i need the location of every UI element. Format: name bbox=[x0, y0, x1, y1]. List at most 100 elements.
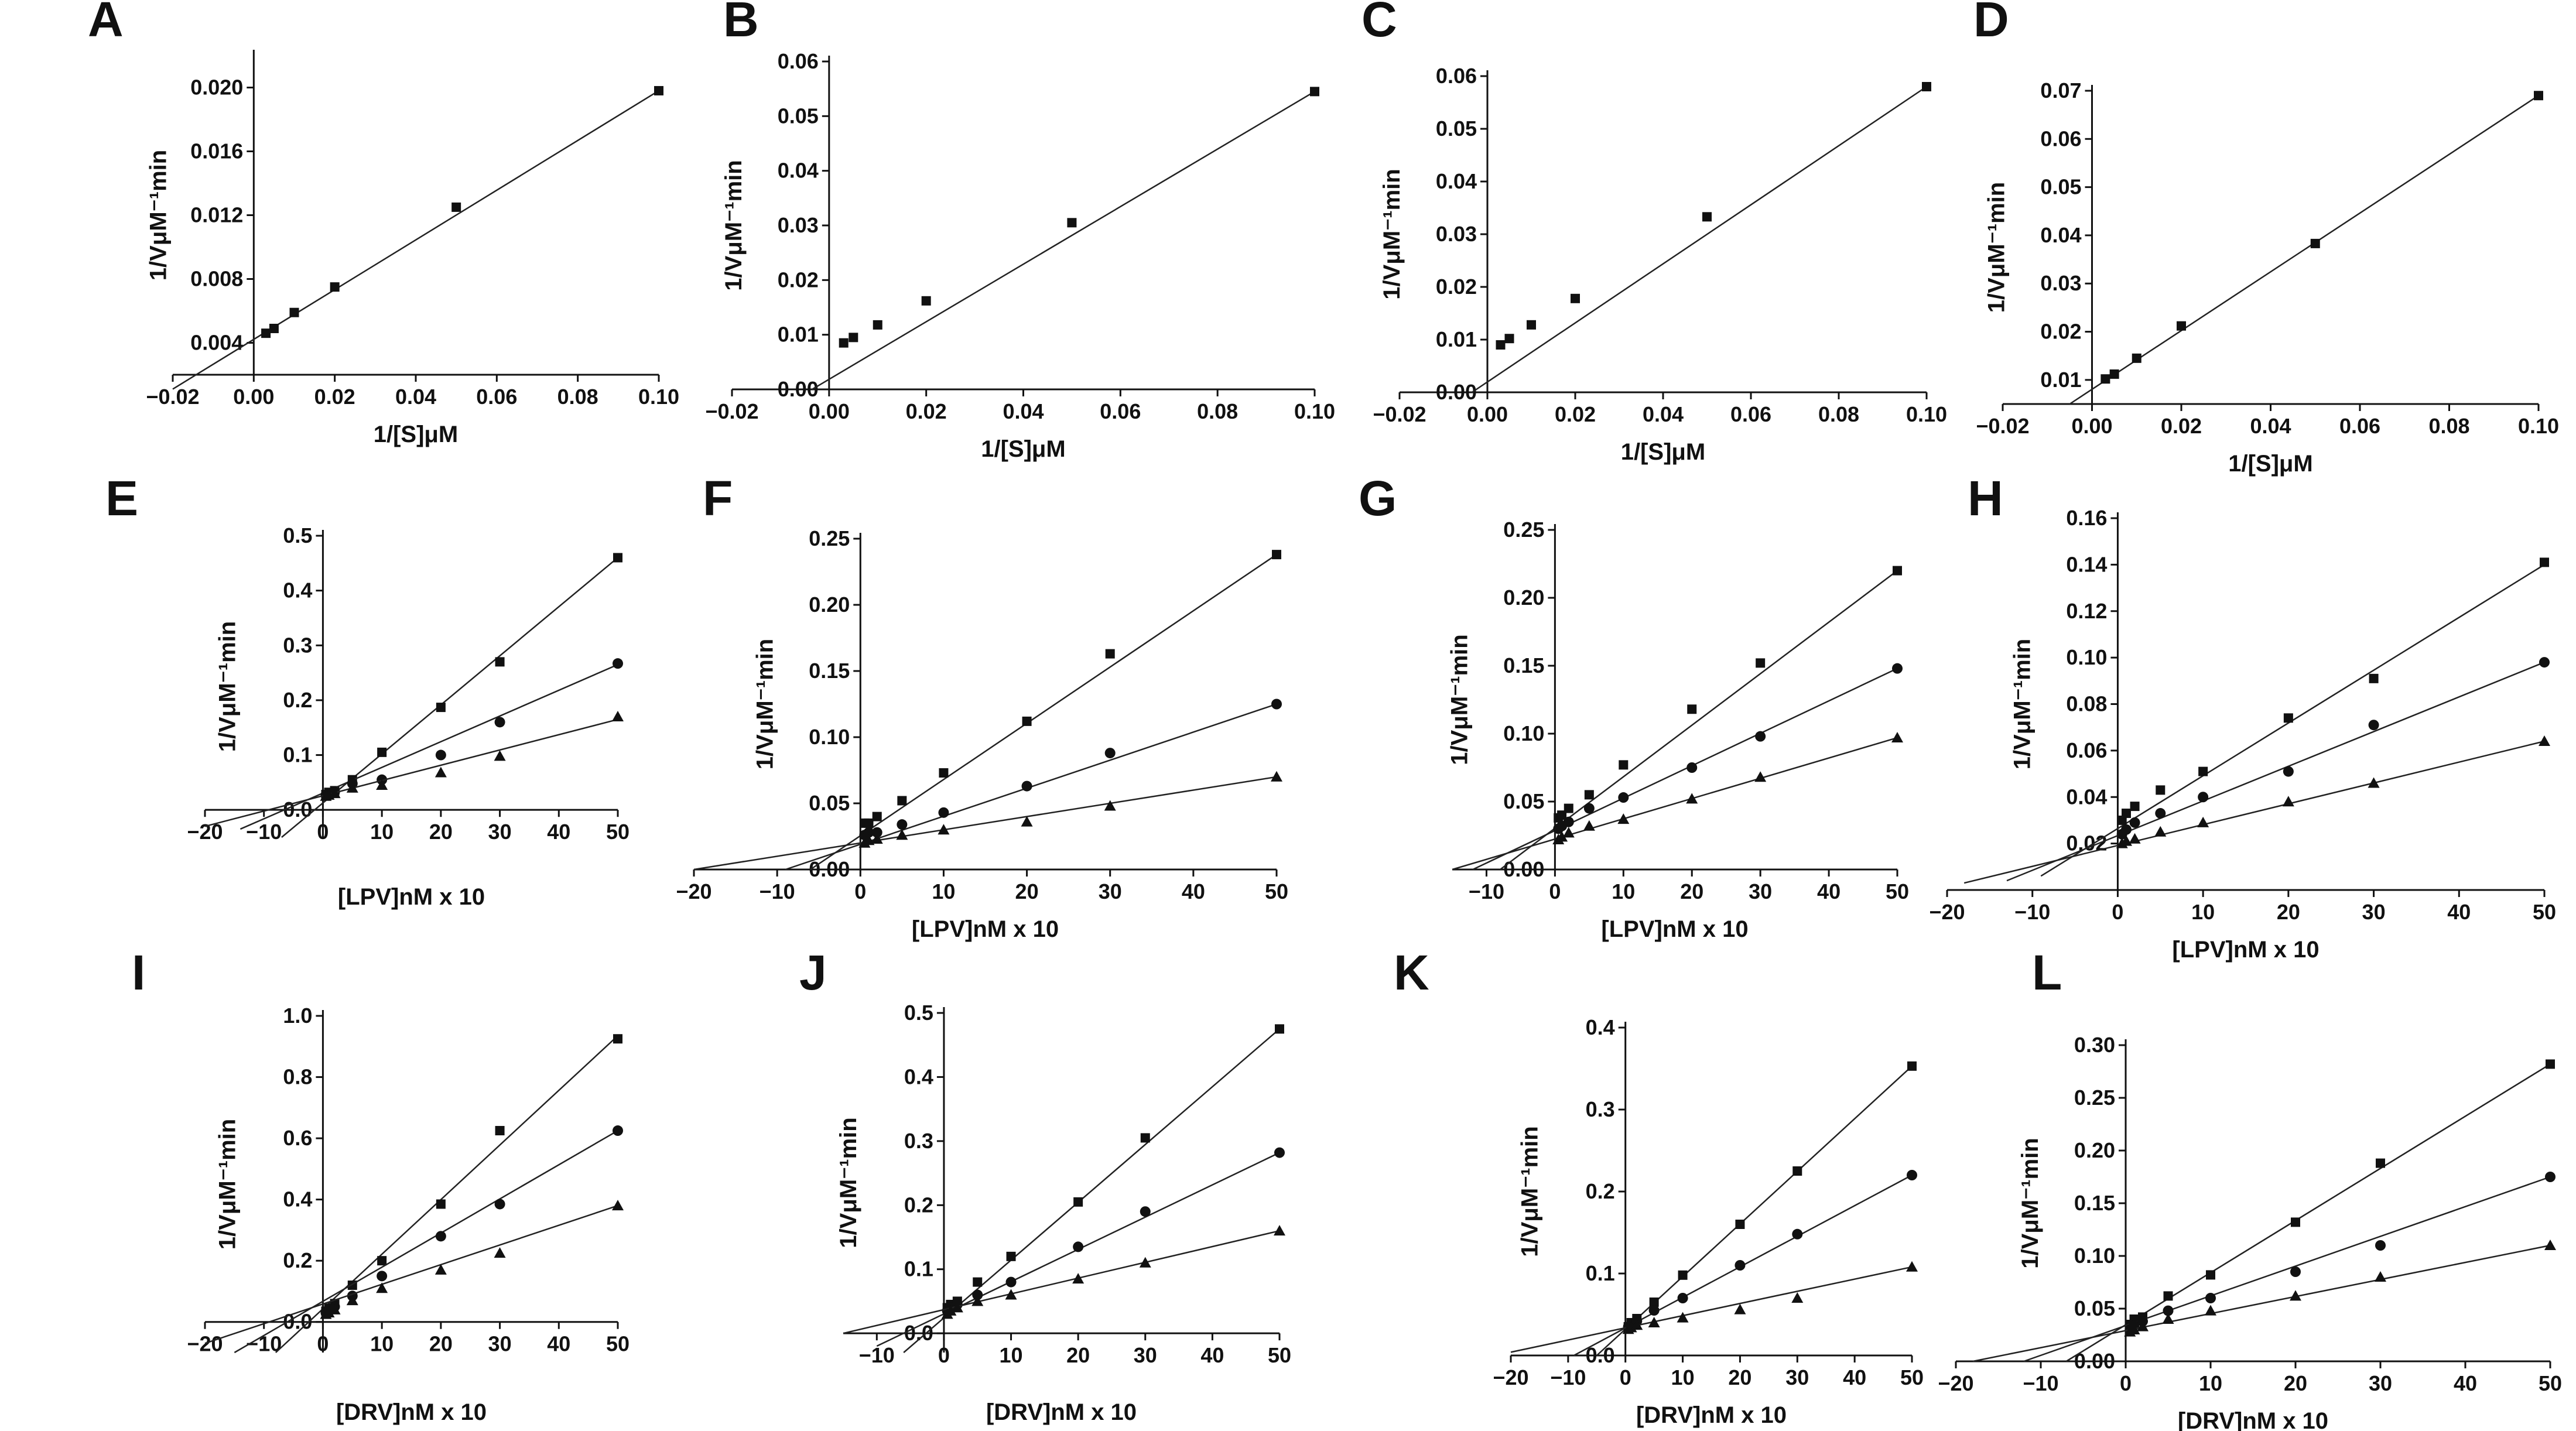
y-axis-title: 1/VμM⁻¹min bbox=[2017, 1138, 2043, 1268]
x-axis-title: [DRV]nM x 10 bbox=[336, 1399, 487, 1425]
x-axis-title: [LPV]nM x 10 bbox=[1601, 916, 1748, 942]
y-tick-label: 0.04 bbox=[2066, 785, 2107, 809]
data-point-circle bbox=[435, 1231, 446, 1242]
y-tick-label: 0.1 bbox=[1586, 1261, 1615, 1285]
y-tick-label: 0.02 bbox=[2040, 320, 2081, 344]
y-tick-label: 0.20 bbox=[2074, 1138, 2115, 1162]
data-point-triangle bbox=[1906, 1261, 1918, 1272]
x-tick-label: 0.04 bbox=[2250, 414, 2291, 438]
x-tick-label: −20 bbox=[676, 879, 711, 903]
y-tick-label: 0.4 bbox=[283, 578, 312, 602]
x-tick-label: 0 bbox=[317, 1332, 329, 1356]
data-point-square bbox=[1584, 790, 1594, 800]
data-point-circle bbox=[1735, 1260, 1746, 1271]
data-point-triangle bbox=[2197, 816, 2209, 827]
data-point-square bbox=[269, 323, 279, 333]
data-point-circle bbox=[1583, 803, 1595, 814]
y-tick-label: 0.05 bbox=[778, 104, 819, 128]
x-tick-label: 10 bbox=[2199, 1371, 2222, 1395]
panel-letter: I bbox=[132, 945, 145, 1000]
data-point-circle bbox=[1892, 663, 1903, 674]
panel-c: C −0.02 0.00 0.02 0.04 0.06 0.08 0.10 0.00 0.01 0.… bbox=[1361, 0, 1947, 465]
data-point-square bbox=[1571, 293, 1580, 303]
x-tick-label: 20 bbox=[429, 820, 453, 844]
data-point-circle bbox=[1686, 762, 1698, 773]
data-point-circle bbox=[2155, 808, 2166, 819]
x-tick-label: −10 bbox=[1469, 879, 1504, 903]
y-tick-label: 0.25 bbox=[1503, 518, 1544, 542]
x-tick-label: 0.08 bbox=[557, 385, 598, 409]
x-tick-label: −10 bbox=[1550, 1365, 1586, 1389]
fit-line-square bbox=[172, 90, 659, 390]
data-point-circle bbox=[972, 1289, 983, 1300]
x-tick-label: 0.00 bbox=[233, 385, 274, 409]
x-tick-label: −10 bbox=[2014, 900, 2050, 924]
data-point-square bbox=[872, 812, 882, 821]
panel-letter: A bbox=[88, 0, 124, 47]
data-point-square bbox=[1272, 550, 1281, 560]
y-tick-label: 0.4 bbox=[283, 1187, 312, 1211]
x-axis-title: 1/[S]μM bbox=[2228, 451, 2312, 477]
x-tick-label: 50 bbox=[606, 1332, 630, 1356]
data-point-triangle bbox=[1791, 1292, 1804, 1303]
y-tick-label: 0.01 bbox=[778, 323, 819, 347]
data-point-circle bbox=[2375, 1240, 2386, 1251]
y-tick-label: 0.02 bbox=[1436, 275, 1477, 299]
data-point-circle bbox=[2129, 817, 2140, 828]
data-point-circle bbox=[613, 1125, 623, 1136]
y-axis-title: 1/VμM⁻¹min bbox=[1517, 1126, 1543, 1257]
panel-letter: G bbox=[1359, 471, 1397, 526]
x-tick-label: 20 bbox=[1015, 879, 1039, 903]
x-tick-label: 40 bbox=[547, 1332, 570, 1356]
data-point-triangle bbox=[945, 1305, 957, 1316]
y-tick-label: 0.020 bbox=[190, 76, 243, 100]
data-point-triangle bbox=[971, 1295, 984, 1306]
data-point-triangle bbox=[329, 1303, 341, 1314]
y-tick-label: 0.2 bbox=[283, 688, 312, 712]
data-point-triangle bbox=[346, 782, 358, 793]
data-point-triangle bbox=[1556, 831, 1568, 842]
data-point-circle bbox=[2290, 1266, 2301, 1277]
x-tick-label: 0 bbox=[1549, 879, 1561, 903]
x-tick-label: 50 bbox=[1265, 879, 1288, 903]
data-point-triangle bbox=[2539, 735, 2550, 746]
y-axis-title: 1/VμM⁻¹min bbox=[145, 150, 171, 280]
data-point-circle bbox=[1005, 1276, 1017, 1288]
data-point-triangle bbox=[376, 1282, 388, 1293]
panel-letter: H bbox=[1968, 471, 2003, 526]
fit-line-circle bbox=[1472, 667, 1898, 871]
data-point-triangle bbox=[612, 711, 624, 721]
fit-line-triangle bbox=[843, 1230, 1280, 1334]
data-point-triangle bbox=[1072, 1273, 1085, 1284]
data-point-square bbox=[1527, 320, 1536, 330]
data-point-square bbox=[1922, 82, 1931, 91]
x-axis-title: 1/[S]μM bbox=[1621, 439, 1705, 465]
data-point-circle bbox=[2283, 766, 2294, 777]
y-axis-title: 1/VμM⁻¹min bbox=[752, 639, 778, 769]
data-point-square bbox=[1893, 566, 1902, 576]
x-tick-label: 10 bbox=[2191, 900, 2215, 924]
x-tick-label: 0.10 bbox=[2518, 414, 2559, 438]
x-tick-label: 10 bbox=[370, 820, 394, 844]
data-point-square bbox=[873, 320, 882, 330]
x-tick-label: 30 bbox=[1785, 1365, 1809, 1389]
data-point-triangle bbox=[896, 829, 908, 840]
data-point-square bbox=[1702, 212, 1712, 222]
y-axis-title: 1/VμM⁻¹min bbox=[214, 621, 240, 752]
panel-letter: B bbox=[723, 0, 759, 47]
data-point-square bbox=[2283, 713, 2293, 723]
y-tick-label: 0.0 bbox=[904, 1321, 933, 1345]
y-tick-label: 0.04 bbox=[2040, 223, 2081, 247]
fit-line-square bbox=[2069, 95, 2539, 405]
y-tick-label: 0.6 bbox=[283, 1126, 312, 1150]
data-point-square bbox=[2122, 809, 2131, 819]
panel-j: J −10 0 10 20 30 40 50 0.0 0.1 0.2 0.3 0.4 0.5 [DRV]nM… bbox=[799, 945, 1291, 1425]
data-point-triangle bbox=[2154, 826, 2167, 837]
x-axis-title: 1/[S]μM bbox=[981, 436, 1065, 462]
x-tick-label: 20 bbox=[2277, 900, 2300, 924]
data-point-square bbox=[2177, 321, 2186, 331]
y-tick-label: 0.08 bbox=[2066, 692, 2107, 716]
y-tick-label: 0.008 bbox=[190, 267, 243, 291]
x-tick-label: 0.08 bbox=[1197, 399, 1238, 423]
